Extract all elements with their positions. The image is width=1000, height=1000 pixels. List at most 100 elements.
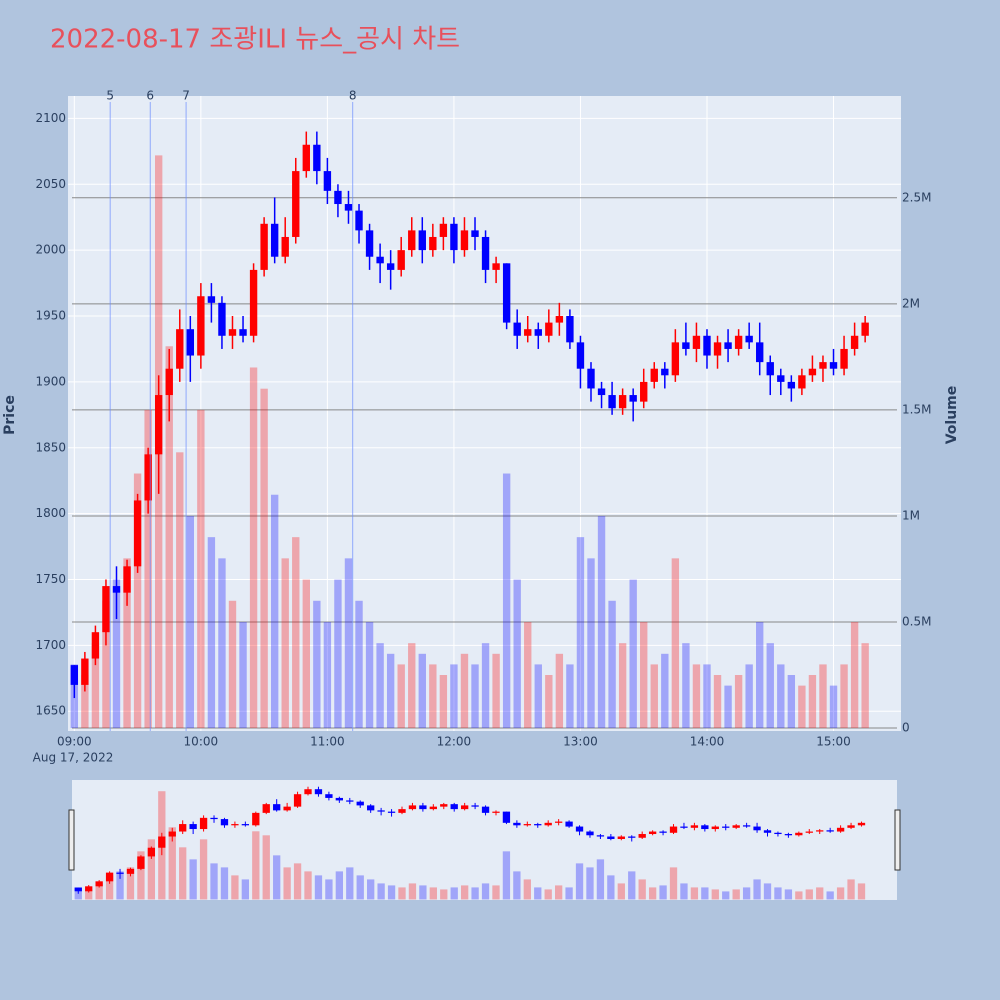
volume-bar [513,871,521,900]
volume-bar [207,537,216,729]
candle-body [165,368,173,396]
candle-body [629,395,637,402]
candle-body [144,454,152,501]
volume-bar [597,515,606,729]
volume-bar [703,664,711,729]
volume-bar [179,847,187,900]
volume-bar [617,883,625,900]
volume-bar [774,887,782,900]
slider-handle[interactable] [894,809,901,871]
candle-body [397,250,405,270]
volume-bar [460,653,469,729]
volume-bar [502,473,511,729]
event-label: 5 [106,89,114,103]
volume-bar [640,621,648,729]
volume-bar [376,643,384,729]
volume-bar [682,643,690,729]
volume-bar [608,600,616,729]
candle-body [189,824,197,830]
candle-body [450,804,458,810]
volume-bar [680,883,688,900]
volume-bar [711,889,719,900]
candle-body [861,322,869,336]
volume-bar [576,537,585,729]
volume-bar [344,558,353,729]
chart-title: 2022-08-17 조광ILI 뉴스_공시 차트 [50,25,460,55]
candle-body [408,230,416,251]
volume-bar [133,473,142,729]
volume-bar [787,675,796,729]
y2-tick-label: 1M [902,508,920,522]
y-tick-label: 1850 [35,440,66,454]
volume-bar [784,889,793,900]
candle-body [418,230,426,251]
candle-body [231,824,239,826]
volume-bar [471,664,479,729]
volume-bar [722,891,730,900]
y-tick-label: 2050 [35,177,66,191]
volume-bar [555,653,564,729]
volume-bar [502,851,511,900]
volume-bar [197,409,205,729]
candle-body [273,804,281,811]
candle-body [756,342,764,363]
volume-bar [123,558,131,729]
y2-tick-label: 1.5M [902,402,931,416]
candle-body [70,665,79,685]
candle-body [523,824,531,826]
volume-bar [650,664,658,729]
volume-bar [334,579,342,729]
candle-body [534,824,542,826]
volume-bar [252,831,260,900]
candle-body [112,586,121,593]
volume-bar [795,891,803,900]
volume-bar [575,863,584,900]
range-slider[interactable] [72,780,897,900]
candle-body [252,812,260,826]
volume-bar [661,653,669,729]
volume-bar [554,885,563,900]
x-tick-label: 15:00 [816,735,851,749]
candle-body [199,817,208,830]
candle-body [450,223,458,251]
volume-bar [419,885,427,900]
candle-body [85,886,93,892]
volume-bar [753,879,761,900]
slider-handle[interactable] [68,809,75,871]
candle-body [847,825,855,828]
candle-body [471,230,479,237]
candle-body [376,256,384,264]
candle-body [81,658,89,685]
volume-bar [690,887,699,900]
candle-body [753,826,761,831]
y-tick-label: 1650 [35,704,66,718]
volume-bar [398,887,406,900]
volume-bar [861,643,869,729]
candle-body [439,223,448,237]
candle-body [471,805,479,807]
candle-body [596,835,605,837]
y2-tick-label: 0 [902,721,910,735]
volume-bar [105,875,114,900]
volume-bar [137,851,145,900]
candle-body [133,500,142,567]
volume-bar [273,855,281,900]
x-tick-label: 10:00 [184,735,219,749]
candle-body [176,329,184,369]
candle-body [304,789,312,795]
y2-tick-label: 2.5M [902,190,931,204]
volume-bar [408,643,416,729]
candle-body [607,836,615,840]
volume-bar [387,885,396,900]
volume-bar [165,346,173,729]
plot-area [68,96,901,731]
candle-body [260,223,268,270]
candle-body [292,171,300,237]
y-tick-label: 1800 [35,506,66,520]
volume-bar [186,515,195,729]
volume-bar [292,537,300,729]
candle-body [819,362,827,369]
candle-body [386,263,395,270]
volume-bar [816,887,824,900]
candle-body [502,811,511,823]
